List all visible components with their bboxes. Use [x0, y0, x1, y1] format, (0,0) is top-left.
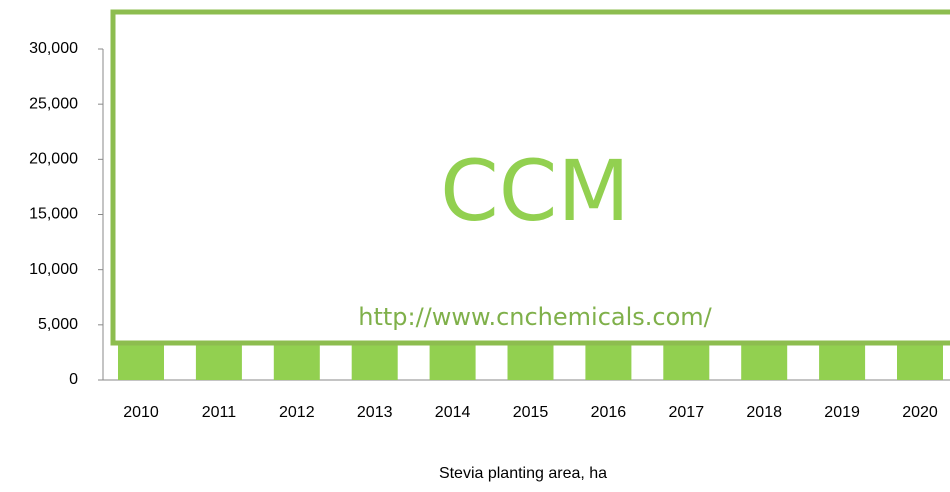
- x-tick-label: 2016: [591, 404, 627, 421]
- x-tick-label: 2011: [202, 404, 237, 421]
- x-tick-label: 2017: [669, 404, 705, 421]
- watermark-box: [110, 9, 950, 346]
- x-tick-label: 2019: [824, 404, 860, 421]
- watermark-text: CCM: [440, 142, 630, 240]
- y-tick-label: 20,000: [29, 151, 78, 168]
- x-tick-label: 2015: [513, 404, 549, 421]
- x-tick-label: 2020: [902, 404, 938, 421]
- watermark-url: http://www.cnchemicals.com/: [358, 303, 712, 331]
- y-tick-label: 30,000: [29, 40, 78, 57]
- y-tick-label: 25,000: [29, 95, 78, 112]
- x-tick-label: 2012: [279, 404, 315, 421]
- y-tick-label: 10,000: [29, 261, 78, 278]
- y-tick-label: 0: [69, 371, 78, 388]
- x-tick-label: 2010: [123, 404, 159, 421]
- x-tick-label: 2013: [357, 404, 393, 421]
- y-tick-label: 5,000: [38, 316, 78, 333]
- x-tick-label: 2018: [746, 404, 782, 421]
- x-tick-label: 2014: [435, 404, 471, 421]
- y-tick-label: 15,000: [29, 206, 78, 223]
- chart-title: Stevia planting area, ha: [439, 465, 607, 482]
